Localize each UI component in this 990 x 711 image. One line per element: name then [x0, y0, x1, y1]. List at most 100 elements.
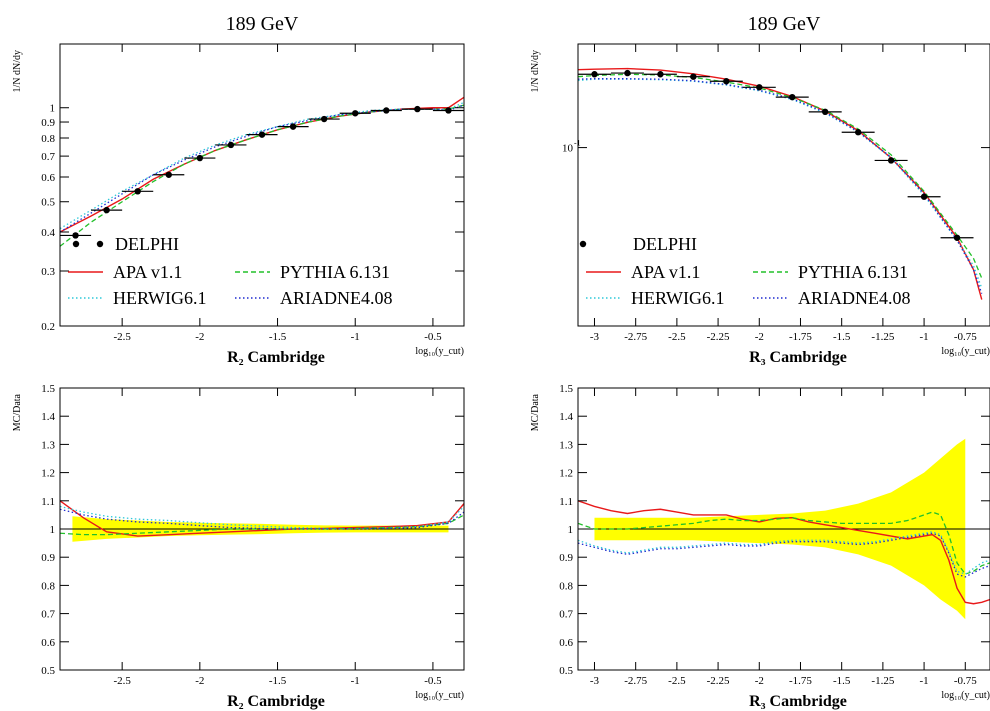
x-tick-label: -2.5 — [668, 331, 686, 343]
x-tick-label: -2 — [195, 675, 204, 687]
data-point — [165, 171, 172, 178]
x-tick-label: -1 — [919, 675, 928, 687]
data-point — [103, 206, 110, 214]
y-tick-label: 0.8 — [41, 133, 55, 145]
legend-label: HERWIG6.1 — [631, 288, 725, 308]
y-tick-label: 0.5 — [41, 665, 55, 677]
series-line-apa-v1-1 — [60, 500, 464, 537]
legend-swatch-delphi — [579, 240, 587, 248]
x-tick-label: -0.5 — [424, 331, 442, 343]
x-tick-label: -0.5 — [424, 675, 442, 687]
x-tick-label: -1.5 — [269, 675, 287, 687]
series-line-apa-v1-1 — [578, 500, 990, 605]
chart-title: 189 GeV — [748, 13, 821, 35]
y-tick-label: 0.5 — [559, 665, 573, 677]
plot-frame — [59, 43, 465, 327]
plot-area — [60, 500, 464, 542]
y-tick-label: 0.2 — [41, 321, 55, 333]
y-tick-label: 1.1 — [559, 496, 573, 508]
y-tick-label: 1.5 — [559, 383, 573, 395]
y-tick-label: 1.5 — [41, 383, 55, 395]
x-tick-label: -2 — [755, 675, 764, 687]
data-point — [756, 84, 763, 91]
y-tick-label: 1 — [50, 524, 56, 536]
y-axis-label: 1/N dN/dy — [12, 50, 23, 93]
y-axis-label: MC/Data — [530, 393, 541, 431]
x-tick-label: -1.5 — [833, 331, 851, 343]
plot-frame — [577, 43, 990, 327]
y-tick-label: 1.4 — [559, 411, 573, 423]
y-tick-label: 0.6 — [559, 637, 573, 649]
x-axis-label: R₃ Cambridge — [749, 349, 847, 366]
y-tick-label: 0.9 — [41, 117, 55, 129]
y-tick-label: 1.1 — [41, 496, 55, 508]
data-point — [227, 141, 235, 149]
legend-swatch-delphi-2 — [96, 240, 104, 248]
data-point — [72, 232, 79, 239]
x-tick-label: -1.5 — [833, 675, 851, 687]
y-tick-label: 1.2 — [559, 468, 573, 480]
y-tick-label: 0.4 — [41, 227, 55, 239]
x-tick-label: -2.25 — [707, 675, 730, 687]
y-tick-label: 1 — [50, 103, 56, 115]
data-point — [887, 157, 895, 164]
data-point — [953, 234, 961, 241]
y-tick-label: 0.8 — [559, 580, 573, 592]
x-tick-label: -0.75 — [954, 675, 977, 687]
plot-area — [60, 96, 464, 247]
data-point — [383, 107, 390, 114]
chart-panel-4: -3 -2.75 -2.5 -2.25 -2 -1.75 -1.5 -1.25 -1 -0.75 0… — [530, 383, 990, 710]
x-axis-label: R₂ Cambridge — [227, 693, 325, 710]
x-axis-unit: log₁₀(y_cut) — [415, 690, 464, 701]
data-point — [657, 71, 664, 78]
y-tick-exponent: -1 — [574, 139, 581, 148]
plot-area — [578, 438, 990, 620]
x-tick-label: -2.5 — [113, 675, 131, 687]
legend-label: APA v1.1 — [631, 262, 700, 282]
data-point — [258, 131, 266, 138]
y-tick-label: 0.9 — [41, 552, 55, 564]
data-point — [822, 108, 829, 116]
x-tick-label: -2.5 — [113, 331, 131, 343]
y-tick-label: 1.4 — [41, 411, 55, 423]
data-point — [134, 188, 141, 195]
x-tick-label: -2 — [195, 331, 204, 343]
data-point — [624, 69, 631, 77]
data-point — [690, 73, 697, 80]
legend-label: DELPHI — [115, 234, 179, 254]
legend-label: PYTHIA 6.131 — [798, 262, 908, 282]
x-axis-unit: log₁₀(y_cut) — [941, 690, 990, 701]
legend-label: PYTHIA 6.131 — [280, 262, 390, 282]
x-tick-label: -2 — [755, 331, 764, 343]
series-line-ariadne4-08 — [60, 508, 464, 530]
x-tick-label: -1 — [351, 675, 360, 687]
y-tick-label: 0.3 — [41, 266, 55, 278]
series-line-herwig6-1 — [578, 531, 990, 575]
x-tick-label: -1.25 — [871, 675, 894, 687]
chart-title: 189 GeV — [226, 13, 299, 35]
legend: DELPHI APA v1.1 PYTHIA 6.131 HERWIG6.1 ARIAD… — [579, 234, 911, 308]
legend-label: ARIADNE4.08 — [280, 288, 393, 308]
y-tick-label: 0.5 — [41, 197, 55, 209]
chart-panel-3: -2.5 -2 -1.5 -1 -0.5 0.5 0.6 0.7 0.8 0.9 1 1.1 1.2 1.… — [12, 383, 465, 710]
x-axis-label: R₂ Cambridge — [227, 349, 325, 366]
x-tick-label: -2.75 — [624, 675, 647, 687]
data-point — [352, 110, 359, 117]
x-tick-label: -3 — [590, 331, 600, 343]
legend: DELPHI APA v1.1 PYTHIA 6.131 HERWIG6.1 ARIAD… — [68, 234, 393, 308]
x-tick-label: -1.5 — [269, 331, 287, 343]
y-tick-label: 1.3 — [559, 439, 573, 451]
chart-panel-1: -2.5 -2 -1.5 -1 -0.5 0.2 0.3 0.4 0.5 0.6 0.7 0.8 0.9… — [12, 13, 465, 366]
x-tick-label: -1.25 — [871, 331, 894, 343]
y-tick-label: 0.6 — [41, 172, 55, 184]
y-tick-label: 0.7 — [559, 609, 573, 621]
plot-area — [578, 67, 983, 300]
data-point — [920, 193, 928, 200]
x-axis-label: R₃ Cambridge — [749, 693, 847, 710]
y-axis-label: 1/N dN/dy — [530, 50, 541, 93]
x-tick-label: -1 — [919, 331, 928, 343]
data-point — [289, 123, 297, 130]
data-point — [320, 115, 328, 123]
y-tick-label: 0.7 — [41, 151, 55, 163]
